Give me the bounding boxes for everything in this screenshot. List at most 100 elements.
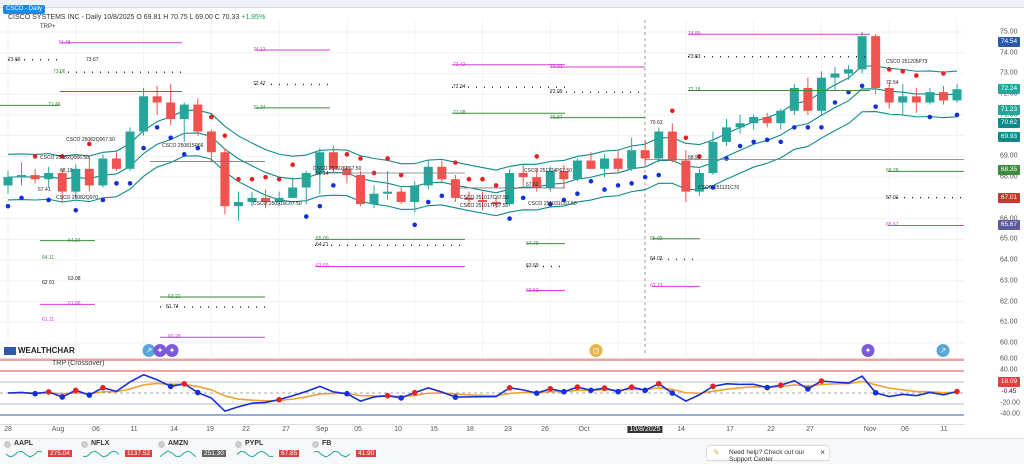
watchlist-price: 41.90	[356, 450, 377, 457]
lower-band-line	[7, 111, 958, 217]
candle	[220, 148, 230, 215]
ticker-badge[interactable]: CSCO - Daily	[3, 5, 46, 14]
buy-stop-dot	[792, 125, 797, 130]
watchlist-price: 275.04	[48, 450, 72, 457]
candle	[315, 148, 325, 194]
support-center-toast[interactable]: ✎ Need help? Check out our Support Cente…	[707, 446, 829, 463]
buy-stop-dot	[127, 181, 133, 186]
watchlist-item[interactable]: NFLX 1137.52	[81, 440, 156, 460]
candle	[844, 65, 854, 80]
watchlist-item[interactable]: FB 41.90	[312, 440, 387, 460]
candle	[396, 187, 406, 205]
indicator-axis-label: 60.00	[1000, 355, 1018, 363]
annotation-label: 64.11	[42, 254, 55, 261]
sell-stop-dot	[914, 73, 919, 78]
crossover-dot	[344, 390, 350, 397]
event-sparkle-icon[interactable]: ✦	[153, 344, 167, 357]
indicator-title[interactable]: TRP (Crossover)	[52, 360, 105, 367]
price-axis-label: 65.00	[1000, 235, 1018, 243]
candle	[17, 162, 27, 186]
price-tag: 74.54	[998, 36, 1020, 47]
sparkline	[237, 450, 274, 458]
annotation-label: 61.74	[166, 303, 179, 310]
candle	[437, 160, 447, 184]
watchlist-item[interactable]: PYPL 67.85	[235, 440, 310, 460]
annotation-label: CSCO 25082Q066.50	[40, 155, 89, 162]
buy-stop-dot	[751, 139, 756, 145]
candle	[789, 83, 799, 115]
event-sparkle-icon[interactable]: ✦	[165, 344, 179, 357]
watchlist-item[interactable]: AAPL 275.04	[4, 440, 79, 460]
price-tag: 65.67	[998, 220, 1020, 231]
buy-stop-dot	[181, 152, 187, 157]
time-axis[interactable]	[0, 424, 964, 437]
price-axis-label: 64.00	[1000, 256, 1018, 264]
buy-stop-dot	[507, 216, 512, 221]
event-earnings-icon[interactable]: ◷	[589, 344, 603, 357]
buy-stop-dot	[805, 125, 811, 130]
ohlc-values: 10/8/2025 O 69.81 H 70.75 L 69.00 C 70.3…	[103, 14, 240, 21]
candle	[545, 166, 555, 192]
crossover-dot	[398, 395, 404, 401]
annotation-label: 73.81	[688, 53, 701, 60]
buy-stop-dot	[629, 181, 634, 186]
candle	[627, 137, 637, 171]
watchlist-item[interactable]: AMZN 251.30	[158, 440, 233, 460]
indicator-tag: 18.09	[998, 377, 1020, 388]
watchlist-symbol: NFLX	[91, 440, 110, 447]
sell-stop-dot	[941, 71, 946, 76]
sell-stop-dot	[480, 176, 485, 182]
annotation-label: 73.67	[86, 56, 99, 63]
event-bullish-icon[interactable]: ↗	[142, 344, 156, 357]
buy-stop-dot	[5, 203, 11, 209]
annotation-label: 73.06	[53, 69, 66, 76]
indicator-pane[interactable]	[0, 358, 964, 427]
logo-mark-icon	[4, 346, 16, 355]
time-axis-label: 10/8/2025	[627, 426, 663, 433]
time-axis-label: 11	[940, 426, 948, 433]
candle	[383, 170, 393, 200]
time-axis-label: 19	[206, 426, 214, 433]
support-icon: ✎	[713, 448, 720, 457]
crossover-dot	[276, 396, 282, 403]
buy-stop-dot	[114, 181, 119, 186]
watchlist-price: 251.30	[202, 450, 226, 457]
crossover-dot	[32, 390, 38, 397]
time-axis-label: Sep	[315, 426, 329, 433]
annotation-label: CSCO 251205P73	[886, 59, 928, 66]
study-label[interactable]: TRP+	[40, 24, 56, 30]
candle	[478, 191, 487, 211]
crossover-dot	[764, 384, 770, 391]
annotation-label: 71.34	[253, 104, 266, 111]
crossover-dot	[181, 381, 188, 387]
event-bullish-icon[interactable]: ↗	[936, 344, 950, 357]
time-axis-label: 15	[430, 426, 438, 433]
crossover-dot	[615, 388, 621, 395]
indicator-tag: -0.45	[998, 387, 1020, 398]
price-chart[interactable]	[0, 20, 964, 356]
crossover-dot	[86, 392, 93, 398]
annotation-label: CSCO 25082Q070	[56, 194, 98, 201]
sparkline	[6, 450, 43, 458]
sell-stop-dot	[344, 152, 350, 157]
candle	[952, 83, 962, 103]
annotation-label: 73.66	[8, 56, 21, 63]
close-icon[interactable]: ×	[820, 448, 825, 457]
sparkline	[160, 450, 197, 458]
buy-stop-dot	[303, 214, 309, 219]
annotation-label: 72.09	[550, 89, 563, 96]
buy-stop-dot	[100, 197, 106, 203]
event-sparkle-icon[interactable]: ✦	[861, 344, 875, 357]
change-percent: +1.95%	[241, 14, 266, 21]
price-axis-label: 73.00	[1000, 69, 1018, 77]
annotation-label: CSCO 250815P66	[162, 143, 204, 150]
candle	[857, 32, 867, 74]
symbol-title: CISCO SYSTEMS INC - Daily	[8, 14, 102, 21]
sell-stop-dot	[900, 69, 906, 74]
annotation-label: 62.22	[168, 293, 181, 300]
annotation-label: 72.54	[886, 80, 899, 86]
sell-stop-dot	[209, 114, 214, 120]
annotation-label: 74.89	[688, 31, 701, 38]
crossover-dot	[195, 389, 201, 396]
annotation-label: 64.03	[650, 256, 663, 263]
